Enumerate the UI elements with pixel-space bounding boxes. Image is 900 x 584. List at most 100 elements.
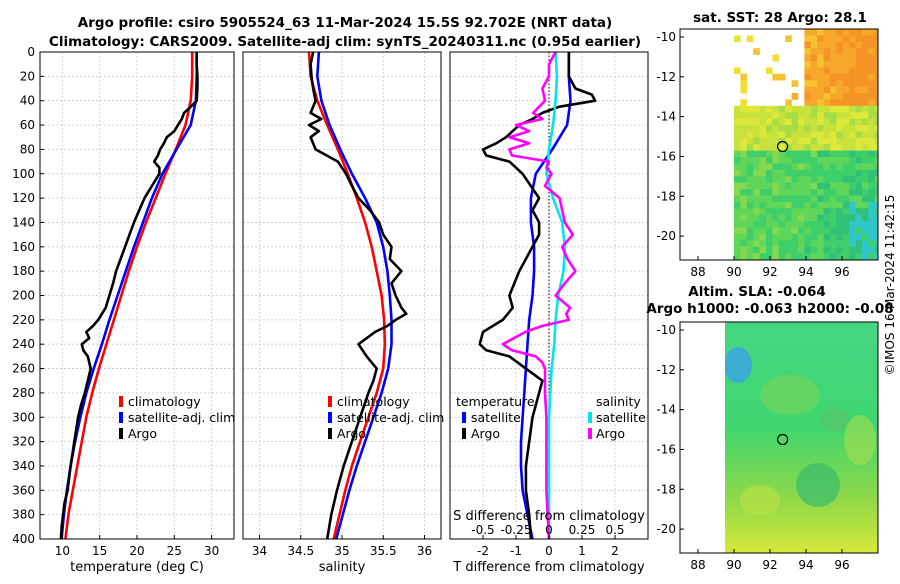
sst-cell bbox=[823, 195, 831, 203]
sst-cell bbox=[874, 240, 878, 247]
sst-cell bbox=[855, 73, 863, 81]
sst-cell bbox=[759, 150, 767, 158]
sst-cell bbox=[804, 112, 812, 119]
temperature-xlabel: temperature (deg C) bbox=[70, 560, 204, 575]
sst-cell bbox=[849, 214, 856, 222]
sst-cell bbox=[868, 233, 876, 241]
sst-cell bbox=[759, 208, 767, 215]
sst-cell bbox=[734, 144, 741, 151]
sst-cell bbox=[836, 157, 844, 164]
y-tick-label: 120 bbox=[12, 191, 35, 205]
sst-cell bbox=[759, 169, 767, 177]
sst-cell bbox=[785, 157, 792, 164]
sst-cell bbox=[842, 253, 850, 260]
legend-label-argo: Argo bbox=[337, 426, 366, 441]
sst-cell bbox=[817, 221, 824, 228]
sst-cell bbox=[791, 150, 799, 158]
sst-cell bbox=[785, 169, 792, 177]
sst-cell bbox=[836, 227, 844, 235]
y-tick-label: 20 bbox=[20, 69, 35, 83]
sst-cell bbox=[874, 54, 878, 62]
sst-cell bbox=[855, 214, 863, 222]
sst-cell bbox=[817, 176, 824, 183]
sst-cell bbox=[804, 93, 812, 100]
lat-tick-label: -14 bbox=[656, 403, 676, 417]
sst-cell bbox=[804, 227, 812, 235]
sst-cell bbox=[817, 233, 824, 241]
depth-ticks: 0 20 40 60 80 100 120 140 160 180 200 220 240 260 280 3… bbox=[12, 45, 44, 546]
sst-cell bbox=[855, 118, 863, 126]
sst-cell bbox=[791, 208, 799, 215]
sst-cell bbox=[874, 67, 878, 75]
sst-cell bbox=[766, 131, 773, 139]
sst-cell bbox=[874, 137, 878, 145]
sst-cell bbox=[836, 137, 844, 145]
sst-cell bbox=[842, 29, 850, 36]
sst-cell bbox=[842, 246, 850, 254]
sst-cell bbox=[772, 105, 780, 113]
sst-cell bbox=[740, 201, 748, 209]
sst-cell bbox=[759, 118, 767, 126]
sst-cell bbox=[842, 208, 850, 215]
sst-cell bbox=[830, 227, 837, 235]
sst-cell bbox=[734, 246, 741, 254]
sst-cell bbox=[766, 240, 773, 247]
y-tick-label: 240 bbox=[12, 337, 35, 351]
sst-cell bbox=[862, 137, 869, 145]
sst-cell bbox=[868, 118, 876, 126]
sst-cell bbox=[817, 201, 824, 209]
sst-cell bbox=[823, 221, 831, 228]
sst-cell bbox=[778, 227, 786, 235]
sst-cell bbox=[746, 214, 754, 222]
sst-cell bbox=[874, 86, 878, 94]
sst-cell bbox=[868, 105, 876, 113]
climatology-line bbox=[307, 51, 387, 540]
sst-cell bbox=[874, 118, 878, 126]
sst-cell bbox=[772, 73, 780, 81]
legend-swatch-temp-argo bbox=[462, 428, 466, 439]
lon-tick-label: 96 bbox=[834, 558, 849, 572]
sst-cell bbox=[810, 112, 818, 119]
sst-cell bbox=[842, 48, 850, 55]
sst-cell bbox=[817, 80, 824, 87]
sst-cell bbox=[766, 112, 773, 119]
legend-swatch-satellite-clim bbox=[328, 412, 332, 423]
sst-cell bbox=[868, 163, 876, 171]
sst-cell bbox=[740, 246, 748, 254]
sst-cell bbox=[759, 144, 767, 151]
sst-cell bbox=[759, 227, 767, 235]
sst-cell bbox=[836, 208, 844, 215]
sst-cell bbox=[785, 246, 792, 254]
sst-cell bbox=[772, 118, 780, 126]
credit-text: ©IMOS 16-Mar-2024 11:42:15 bbox=[883, 195, 897, 376]
sst-cell bbox=[772, 195, 780, 203]
sst-cell bbox=[753, 118, 760, 126]
sst-cell bbox=[849, 118, 856, 126]
sst-cell bbox=[823, 67, 831, 75]
sst-cell bbox=[810, 240, 818, 247]
sst-cell bbox=[849, 67, 856, 75]
sst-cell bbox=[830, 182, 837, 190]
sst-cell bbox=[830, 35, 837, 43]
sst-cell bbox=[759, 131, 767, 139]
sst-cell bbox=[759, 233, 767, 241]
lon-tick-label: 90 bbox=[726, 265, 741, 279]
sst-cell bbox=[874, 214, 878, 222]
sst-cell bbox=[753, 163, 760, 171]
sst-cell bbox=[804, 73, 812, 81]
sst-cell bbox=[830, 240, 837, 247]
sst-cell bbox=[746, 137, 754, 145]
sst-cell bbox=[836, 150, 844, 158]
sst-cell bbox=[868, 131, 876, 139]
sst-cell bbox=[734, 35, 741, 43]
x-tick-label: 0 bbox=[545, 544, 553, 558]
y-tick-label: 180 bbox=[12, 264, 35, 278]
x-tick-label: 10 bbox=[55, 544, 70, 558]
lon-tick-label: 88 bbox=[690, 558, 705, 572]
legend-swatch-climatology bbox=[328, 396, 332, 407]
sst-cell bbox=[778, 195, 786, 203]
sst-cell bbox=[842, 54, 850, 62]
sst-cell bbox=[855, 29, 863, 36]
sst-cell bbox=[772, 131, 780, 139]
sst-cell bbox=[798, 144, 805, 151]
